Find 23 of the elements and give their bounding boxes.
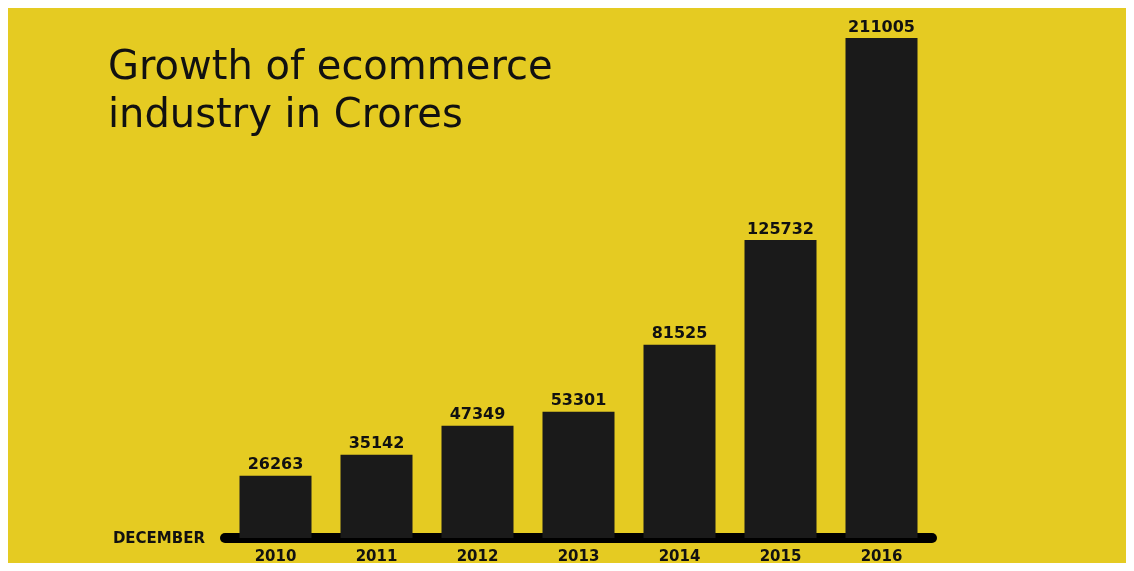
x-tick-label: 2015 bbox=[759, 546, 802, 565]
bar bbox=[744, 240, 817, 538]
bar bbox=[441, 425, 514, 538]
bar bbox=[340, 454, 413, 538]
data-label: 35142 bbox=[348, 433, 405, 453]
bar bbox=[542, 411, 615, 538]
x-tick-label: 2012 bbox=[456, 546, 499, 565]
data-label: 125732 bbox=[747, 218, 814, 238]
x-tick-label: 2014 bbox=[658, 546, 701, 565]
data-label: 81525 bbox=[651, 323, 708, 343]
bar bbox=[643, 344, 716, 538]
x-tick-label: 2013 bbox=[557, 546, 600, 565]
data-label: 47349 bbox=[449, 404, 506, 424]
data-label: 26263 bbox=[247, 454, 304, 474]
text: Growth of ecommerce industry in Crores bbox=[108, 42, 566, 136]
x-axis-title: DECEMBER bbox=[112, 529, 206, 547]
bar bbox=[239, 475, 312, 538]
x-tick-label: 2011 bbox=[355, 546, 398, 565]
bar bbox=[845, 38, 918, 538]
x-tick-label: 2016 bbox=[860, 546, 903, 565]
x-tick-label: 2010 bbox=[254, 546, 297, 565]
data-label: 211005 bbox=[848, 16, 915, 36]
data-label: 53301 bbox=[550, 390, 607, 410]
